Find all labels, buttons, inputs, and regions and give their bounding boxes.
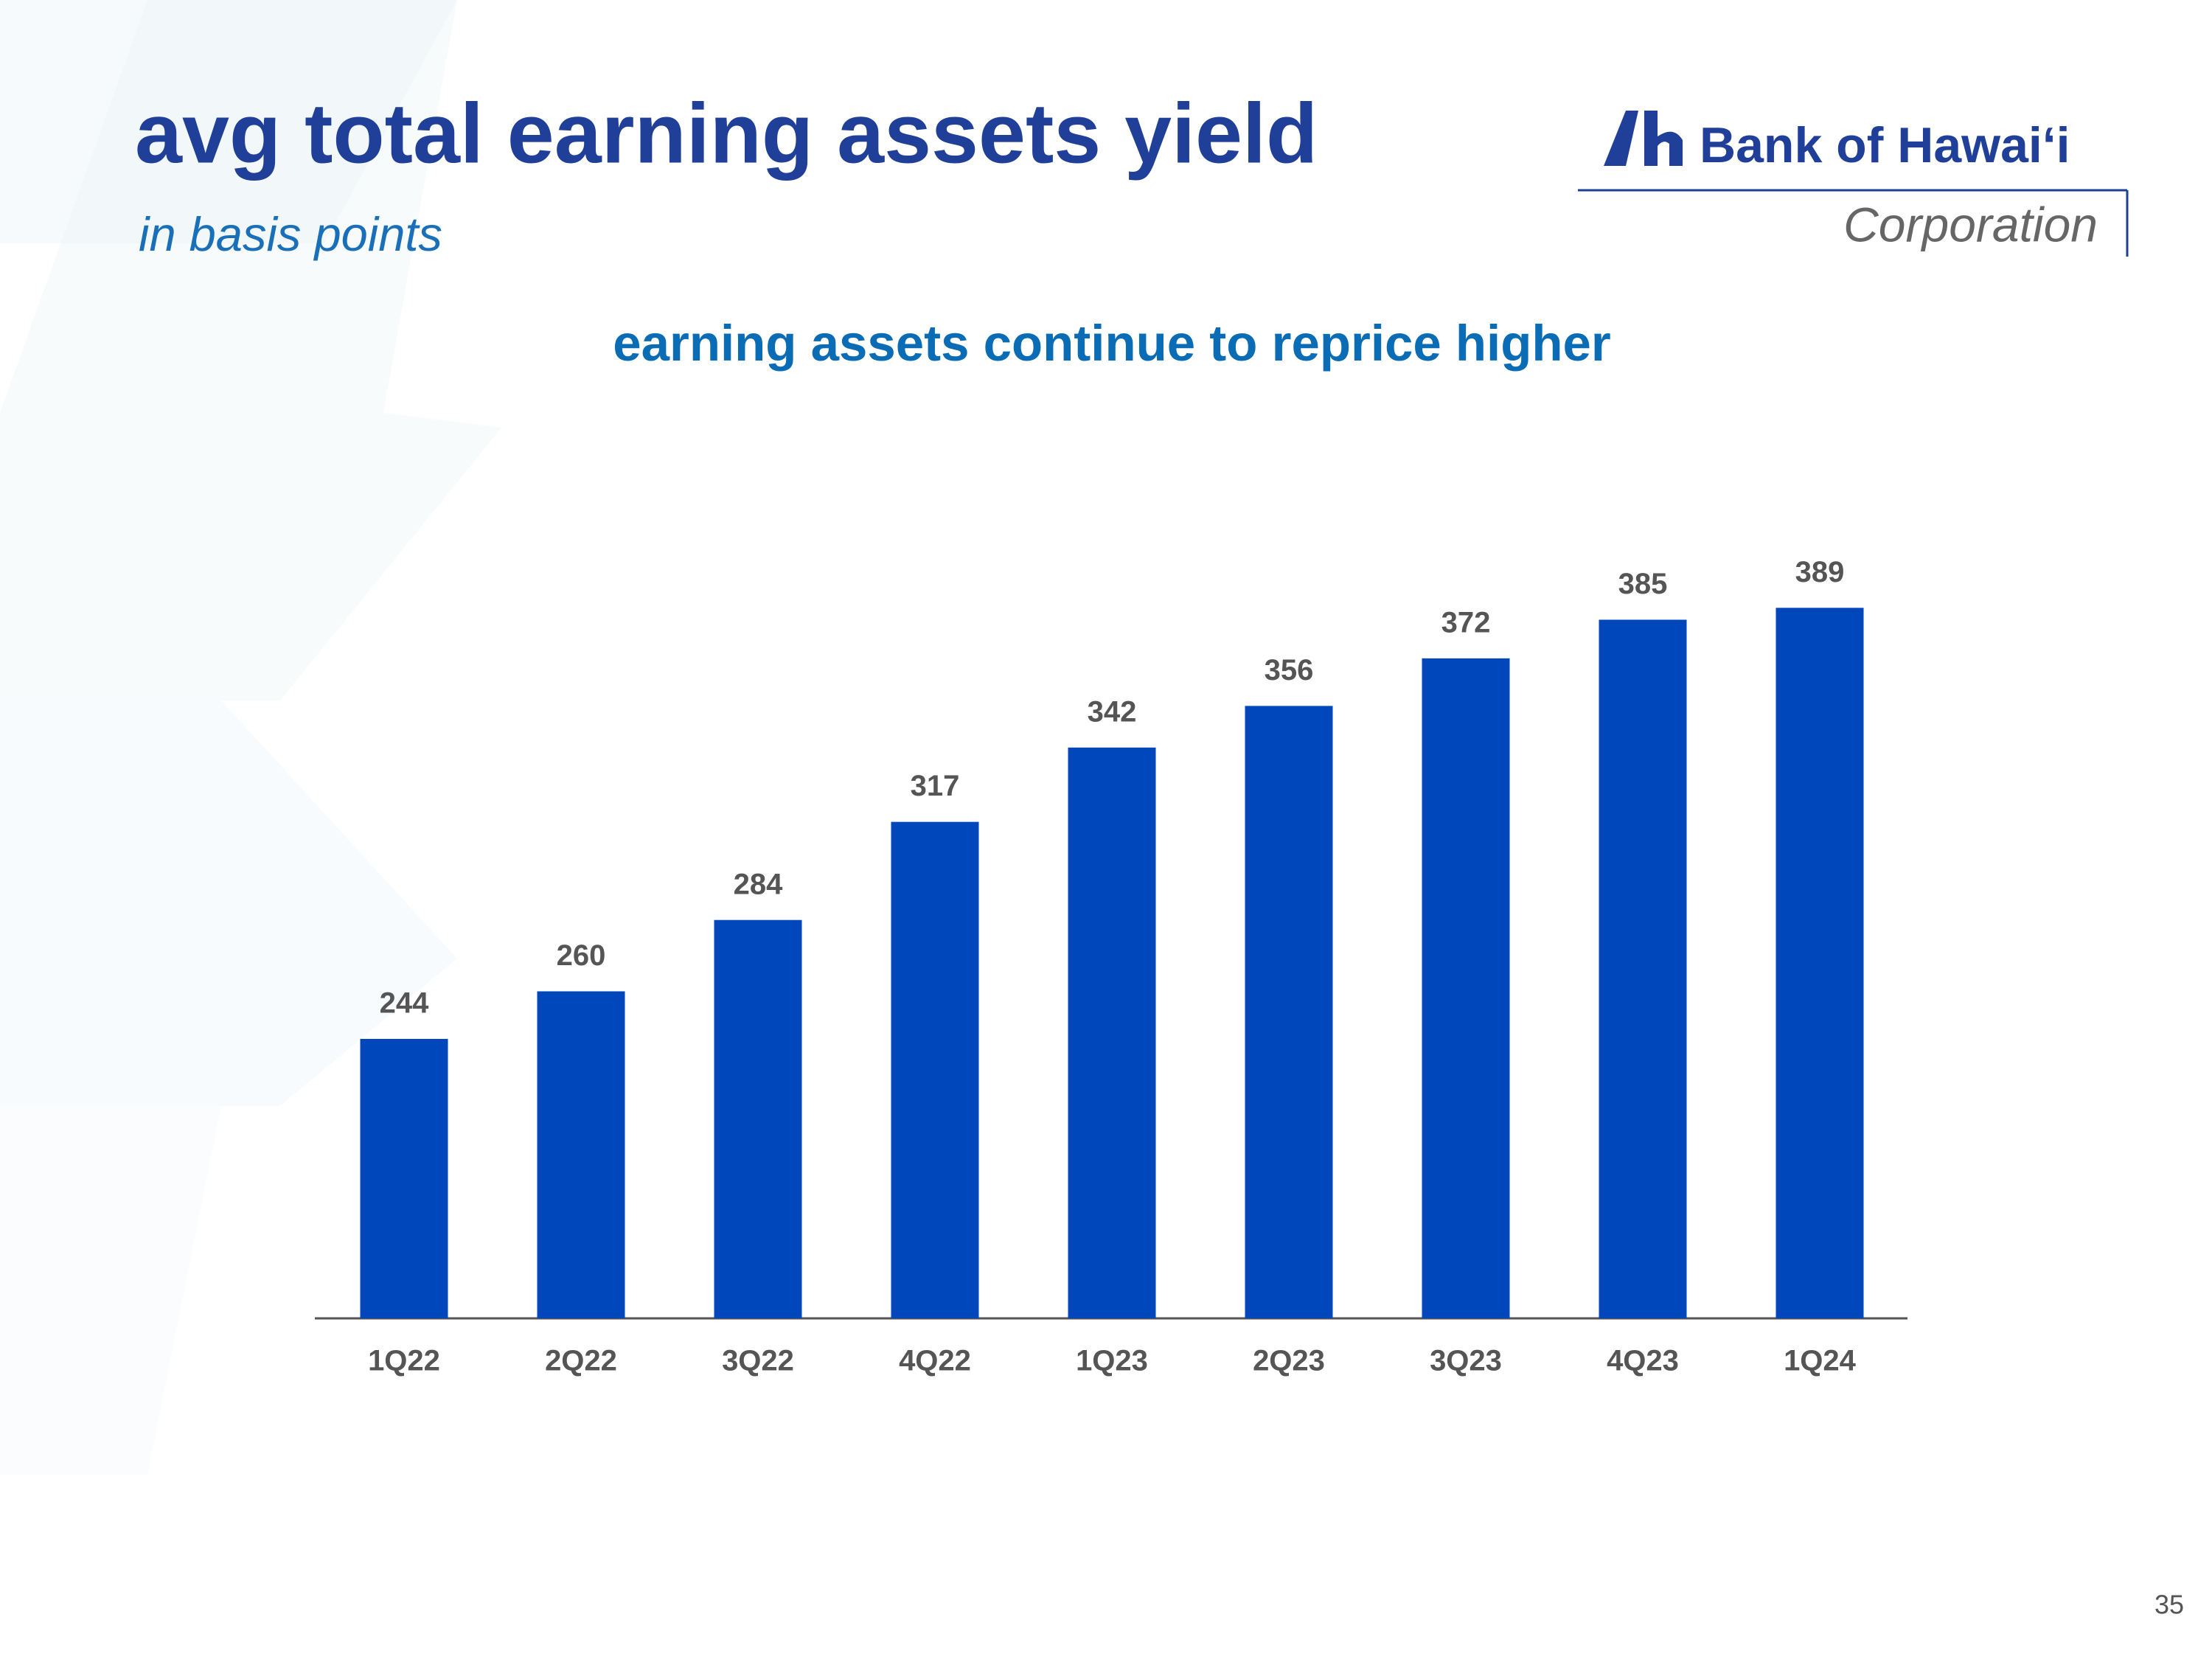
background-pattern [0,0,501,1475]
bar [1068,747,1156,1318]
x-tick-label: 4Q23 [1607,1345,1679,1377]
data-label: 284 [734,868,783,900]
bar [1775,608,1864,1318]
bar [891,821,979,1318]
bar [1422,658,1510,1318]
x-tick-label: 1Q23 [1076,1345,1148,1377]
logo: Bank of Hawaiʻi Corporation [1578,111,2129,257]
logo-mark [1604,111,1638,166]
bar [1245,706,1333,1318]
x-tick-label: 1Q22 [368,1345,440,1377]
data-label: 244 [380,987,429,1020]
data-label: 389 [1795,556,1845,588]
title: avg total earning assets yield [135,86,1318,181]
subtitle: in basis points [139,207,442,261]
logo-mark [1658,131,1683,166]
logo-sub: Corporation [1843,197,2098,251]
x-tick-label: 2Q23 [1253,1345,1325,1377]
chart-title: earning assets continue to reprice highe… [613,315,1611,372]
x-tick-label: 2Q22 [545,1345,617,1377]
data-label: 317 [911,770,960,802]
data-label: 356 [1265,654,1314,686]
x-tick-label: 3Q23 [1430,1345,1502,1377]
data-label: 260 [557,939,606,972]
x-tick-label: 3Q22 [722,1345,794,1377]
logo-mark [1644,111,1658,166]
x-tick-label: 4Q22 [899,1345,971,1377]
bar [714,919,802,1318]
x-tick-label: 1Q24 [1784,1345,1857,1377]
bar [537,991,625,1318]
data-label: 372 [1441,606,1491,639]
bar [360,1038,448,1318]
data-label: 342 [1088,695,1137,728]
page-number: 35 [2154,1590,2184,1620]
bar [1599,619,1687,1318]
logo-name: Bank of Hawaiʻi [1700,117,2070,173]
data-label: 385 [1618,568,1668,600]
